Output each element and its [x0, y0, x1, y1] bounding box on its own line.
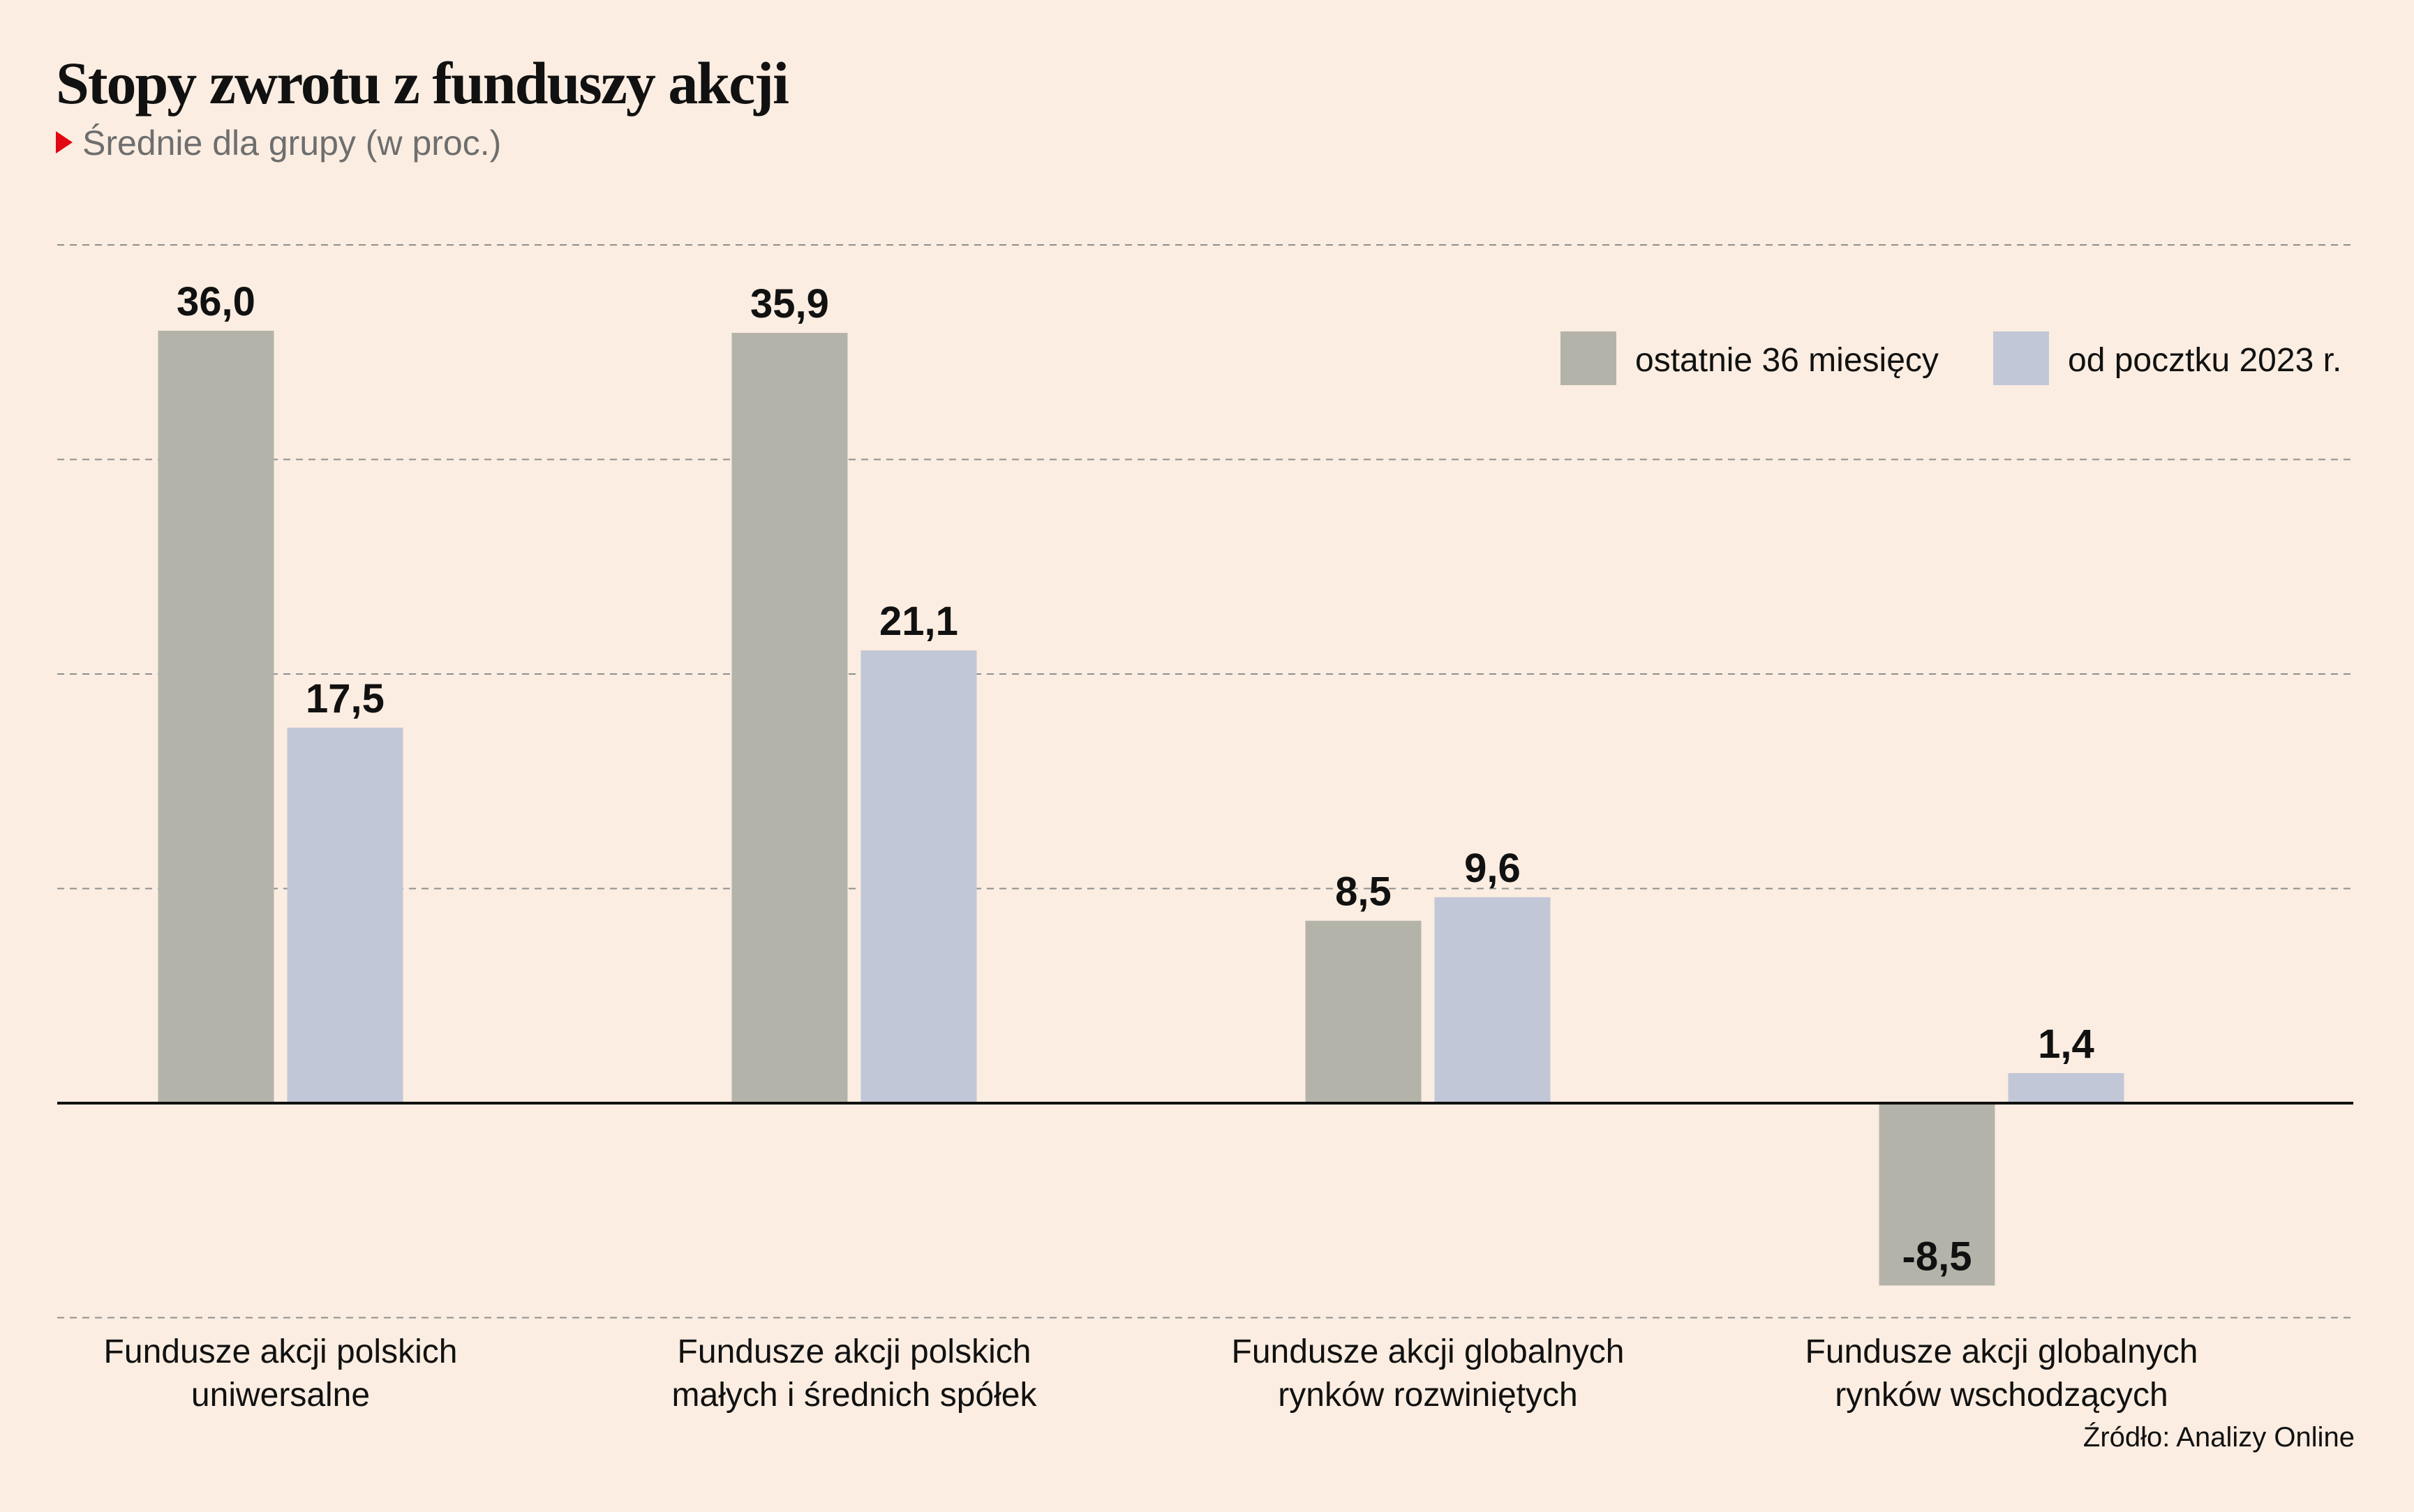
category-label-3: Fundusze akcji globalnych rynków rozwinię… — [1232, 1333, 1625, 1414]
value-label-s1-c2: 35,9 — [750, 281, 829, 327]
bar-s1-c2 — [731, 333, 848, 1104]
category-label-line: małych i średnich spółek — [672, 1377, 1038, 1414]
bar-s1-c1 — [158, 331, 274, 1103]
legend-label-1: ostatnie 36 miesięcy — [1635, 342, 1939, 379]
category-label-1: Fundusze akcji polskich uniwersalne — [104, 1333, 458, 1414]
value-label-s2-c4: 1,4 — [2038, 1021, 2094, 1067]
category-label-line: Fundusze akcji globalnych — [1232, 1333, 1625, 1370]
category-label-line: uniwersalne — [191, 1377, 370, 1414]
chart-subtitle: Średnie dla grupy (w proc.) — [56, 124, 501, 163]
category-label-line: Fundusze akcji polskich — [678, 1333, 1031, 1370]
category-label-line: Fundusze akcji polskich — [104, 1333, 458, 1370]
category-label-line: rynków wschodzących — [1835, 1377, 2168, 1414]
value-label-s1-c4: -8,5 — [1902, 1234, 1972, 1279]
category-label-line: Fundusze akcji globalnych — [1805, 1333, 2198, 1370]
legend-label-2: od pocztku 2023 r. — [2068, 342, 2341, 379]
value-label-s2-c3: 9,6 — [1464, 846, 1521, 891]
source-note: Źródło: Analizy Online — [2083, 1422, 2355, 1453]
bar-s1-c4 — [1879, 1103, 1995, 1286]
category-label-line: rynków rozwiniętych — [1278, 1377, 1577, 1414]
bar-s1-c3 — [1305, 920, 1422, 1103]
bar-s2-c1 — [287, 727, 403, 1103]
bar-s2-c4 — [2008, 1072, 2124, 1103]
value-label-s2-c2: 21,1 — [879, 599, 958, 644]
value-label-s1-c1: 36,0 — [177, 279, 255, 324]
bar-s2-c3 — [1434, 897, 1551, 1103]
category-label-4: Fundusze akcji globalnych rynków wschodzą… — [1805, 1333, 2198, 1414]
subtitle-text: Średnie dla grupy (w proc.) — [82, 123, 502, 163]
value-label-s1-c3: 8,5 — [1335, 869, 1392, 915]
legend-swatch-1 — [1560, 331, 1616, 385]
value-label-s2-c1: 17,5 — [306, 676, 385, 721]
legend-swatch-2 — [1993, 331, 2049, 385]
bar-s2-c2 — [860, 650, 977, 1103]
triangle-marker-icon — [56, 131, 73, 154]
category-label-2: Fundusze akcji polskich małych i średnich… — [672, 1333, 1038, 1414]
chart-title: Stopy zwrotu z funduszy akcji — [56, 50, 789, 117]
